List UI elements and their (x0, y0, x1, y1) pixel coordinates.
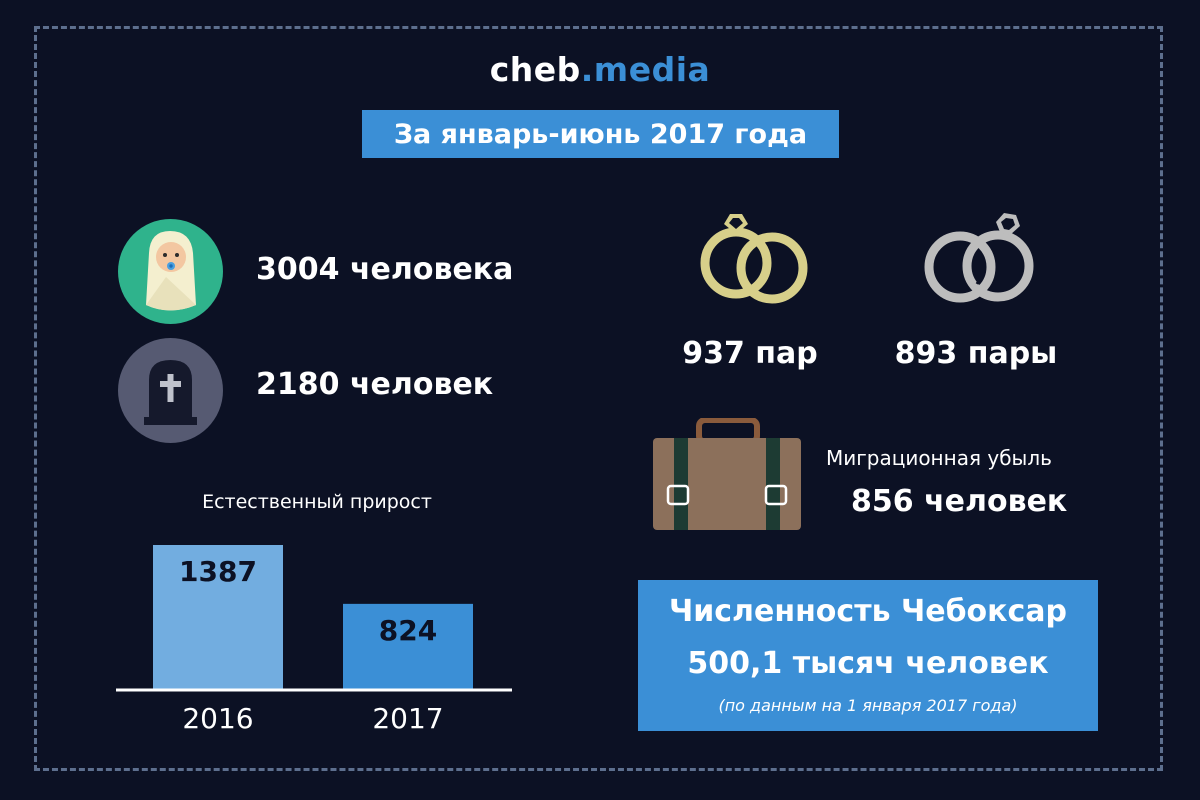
suitcase-icon (653, 418, 801, 530)
tombstone-icon (118, 338, 223, 443)
migration-label: 856 человек (851, 484, 1068, 519)
x-tick-label-2016: 2016 (182, 702, 253, 735)
chart-title: Естественный прирост (202, 491, 432, 513)
bar-value-label-2016: 1387 (179, 555, 257, 588)
population-heading: Численность Чебоксар (668, 594, 1068, 629)
period-title: За январь-июнь 2017 года (362, 110, 839, 158)
divorces-label: 893 пары (894, 336, 1058, 371)
natural-growth-chart: Естественный прирост 1387 2016 824 2017 (116, 491, 512, 735)
baby-icon (118, 219, 223, 324)
dashed-frame (34, 26, 1163, 771)
bar-2016 (153, 545, 283, 690)
broken-rings-icon (924, 213, 1034, 303)
deaths-label: 2180 человек (256, 367, 494, 402)
population-box: Численность Чебоксар 500,1 тысяч человек… (638, 580, 1098, 731)
population-value: 500,1 тысяч человек (687, 646, 1049, 681)
migration-caption: Миграционная убыль (826, 446, 1052, 470)
bar-2017 (343, 603, 473, 690)
wedding-rings-icon (700, 214, 808, 304)
marriages-label: 937 пар (682, 336, 818, 371)
brand-logo: cheb.media (489, 50, 711, 89)
x-tick-label-2017: 2017 (372, 702, 443, 735)
population-note: (по данным на 1 января 2017 года) (718, 696, 1018, 715)
bar-value-label-2017: 824 (379, 614, 437, 647)
births-label: 3004 человека (256, 252, 514, 287)
